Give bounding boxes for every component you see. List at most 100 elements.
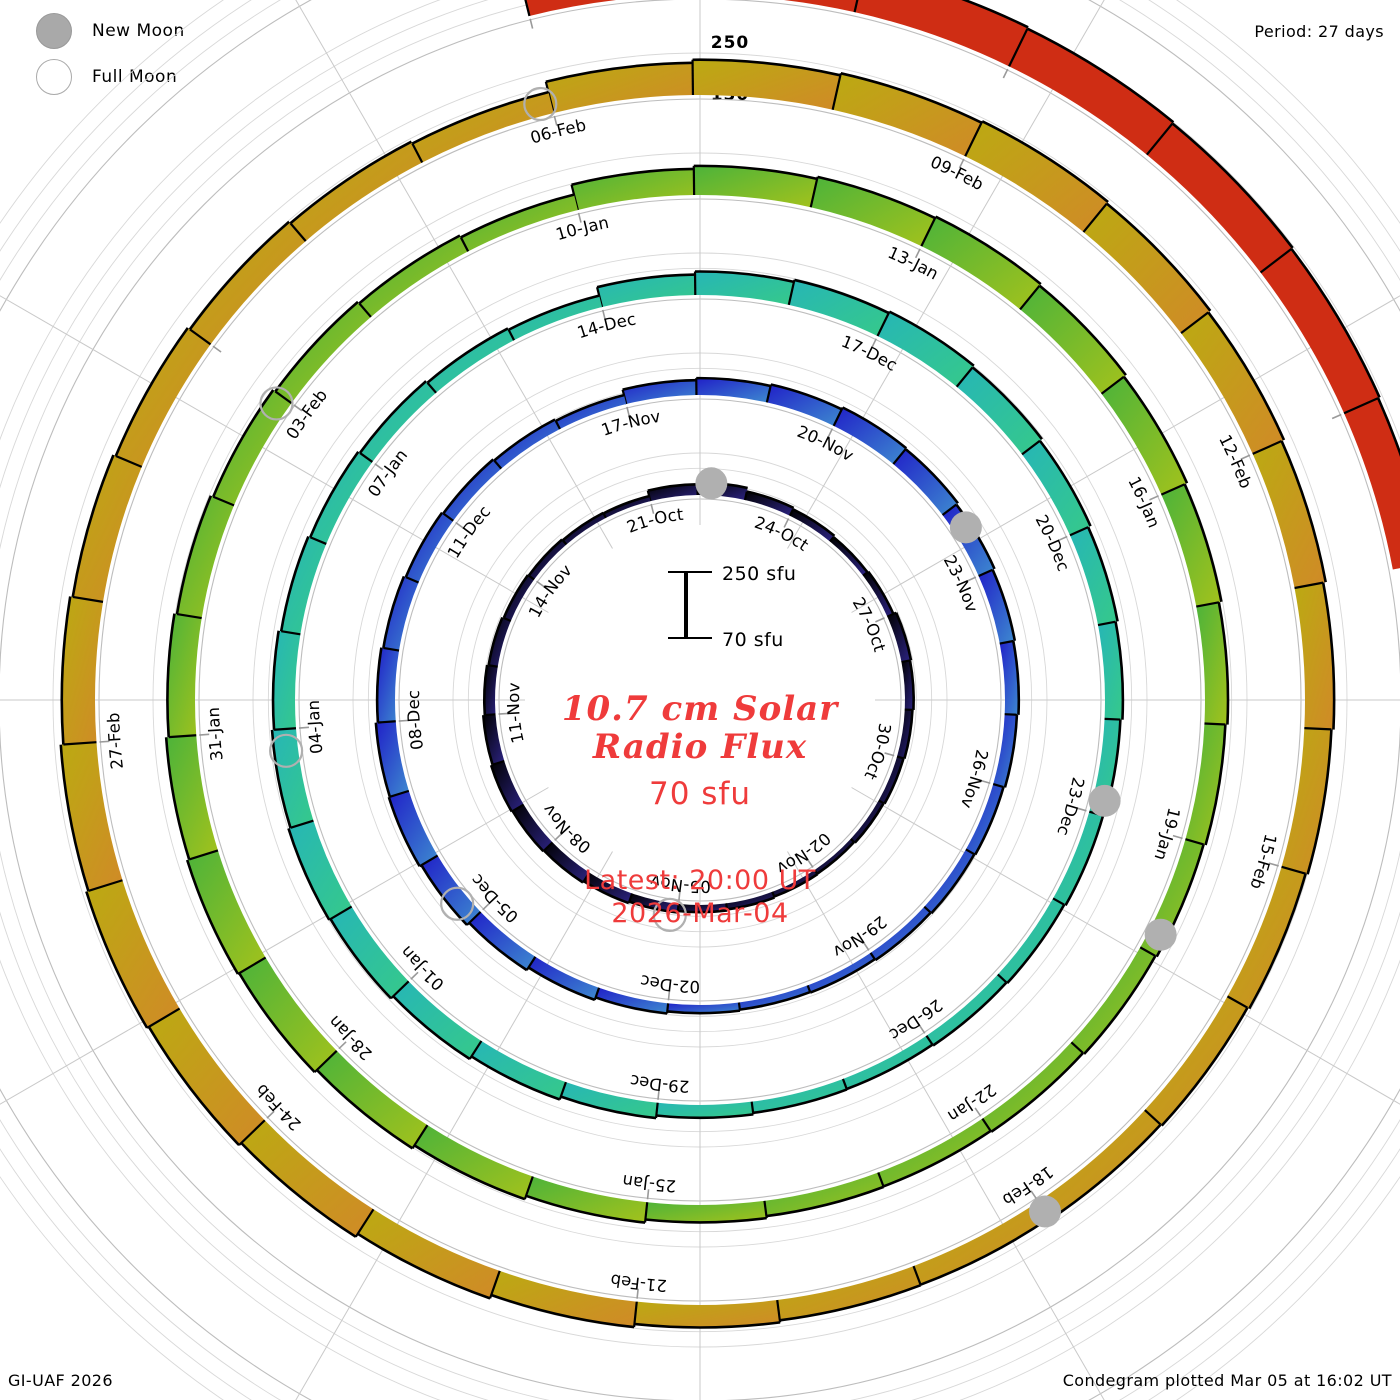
flux-day-segment — [526, 1176, 648, 1223]
flux-day-segment — [484, 665, 498, 716]
flux-day-segment — [316, 1050, 428, 1149]
flux-day-segment — [414, 1125, 533, 1200]
flux-day-segment — [833, 407, 907, 465]
full-moon-marker — [523, 86, 558, 122]
flux-day-segment — [60, 742, 123, 891]
flux-day-segment — [167, 613, 202, 738]
date-label: 02-Dec — [639, 971, 701, 996]
flux-day-segment — [460, 194, 578, 252]
flux-day-segment — [1181, 312, 1284, 454]
flux-day-segment — [1161, 484, 1222, 607]
flux-day-segment — [148, 1008, 265, 1146]
flux-day-segment — [388, 790, 438, 867]
flux-day-segment — [956, 367, 1042, 455]
date-label: 04-Jan — [304, 700, 327, 755]
flux-day-segment — [1227, 866, 1306, 1009]
footer-plot-time: Condegram plotted Mar 05 at 16:02 UT — [1062, 1371, 1392, 1390]
flux-day-segment — [656, 1101, 754, 1118]
flux-day-segment — [777, 1266, 921, 1321]
flux-day-segment — [696, 378, 771, 403]
latest-observation: Latest: 20:00 UT 2026-Mar-04 — [440, 864, 960, 930]
flux-day-segment — [115, 327, 211, 467]
flux-day-segment — [965, 121, 1109, 233]
scale-tick-250: 250 — [710, 33, 750, 53]
chart-title-line2: Radio Flux — [592, 727, 808, 767]
flux-day-segment — [1038, 1110, 1161, 1220]
flux-day-segment — [744, 491, 794, 516]
date-label: 25-Jan — [621, 1171, 677, 1196]
flux-day-segment — [491, 1270, 637, 1328]
flux-day-segment — [854, 0, 1029, 67]
flux-day-segment — [829, 537, 868, 576]
flux-day-segment — [241, 1120, 374, 1237]
flux-day-segment — [788, 279, 889, 336]
flux-day-segment — [629, 893, 679, 913]
flux-day-segment — [562, 512, 606, 545]
flux-day-segment — [393, 981, 482, 1060]
scale-bar: 250 sfu 70 sfu — [668, 563, 796, 651]
flux-day-segment — [545, 62, 693, 113]
date-label: 11-Nov — [504, 682, 528, 745]
legend-label-new-moon: New Moon — [92, 21, 185, 41]
flux-day-segment — [677, 903, 728, 913]
flux-day-segment — [789, 509, 835, 542]
flux-day-segment — [924, 849, 975, 914]
flux-day-segment — [965, 784, 1004, 855]
legend-item-new-moon: New Moon — [22, 8, 322, 54]
flux-day-segment — [273, 630, 301, 730]
flux-day-segment — [878, 1118, 991, 1187]
flux-day-segment — [1098, 621, 1123, 720]
flux-day-segment — [421, 855, 481, 926]
flux-day-segment — [359, 235, 469, 317]
new-moon-marker — [1029, 1195, 1062, 1228]
flux-day-segment — [1053, 811, 1104, 906]
flux-day-segment — [528, 956, 600, 1000]
flux-day-segment — [634, 1300, 781, 1328]
flux-day-segment — [488, 617, 511, 667]
new-moon-marker — [695, 467, 728, 500]
chart-title-line1: 10.7 cm Solar — [561, 689, 839, 729]
flux-day-segment — [999, 640, 1019, 715]
full-moon-marker — [652, 897, 687, 932]
date-label: 15-Feb — [1246, 832, 1280, 892]
flux-day-segment — [491, 761, 524, 812]
flux-day-segment — [427, 328, 515, 393]
flux-day-segment — [695, 271, 794, 305]
flux-day-segment — [1294, 582, 1335, 730]
flux-day-segment — [645, 1200, 767, 1223]
flux-day-segment — [893, 449, 958, 516]
flux-day-segment — [913, 1201, 1050, 1285]
flux-day-segment — [926, 974, 1007, 1046]
flux-day-segment — [783, 0, 858, 13]
flux-day-segment — [1020, 285, 1126, 394]
flux-day-segment — [810, 176, 936, 247]
date-label: 17-Nov — [599, 407, 662, 440]
flux-day-segment — [1252, 441, 1326, 589]
flux-day-segment — [281, 536, 327, 635]
flux-day-segment — [503, 574, 535, 621]
flux-day-segment — [1344, 398, 1400, 570]
flux-day-segment — [471, 1040, 566, 1100]
flux-day-segment — [814, 838, 855, 874]
flux-day-segment — [1144, 996, 1248, 1126]
flux-day-segment — [667, 1002, 740, 1014]
flux-day-segment — [275, 301, 371, 404]
flux-day-segment — [997, 898, 1065, 984]
flux-day-segment — [494, 419, 560, 469]
flux-day-segment — [850, 800, 884, 843]
flux-day-segment — [357, 1209, 500, 1299]
latest-time: Latest: 20:00 UT — [584, 865, 816, 896]
flux-day-segment — [560, 1082, 658, 1119]
flux-day-segment — [832, 73, 982, 157]
date-label: 21-Feb — [609, 1270, 667, 1295]
flux-day-segment — [525, 0, 617, 16]
scale-bar-top-label: 250 sfu — [722, 563, 796, 585]
flux-day-segment — [603, 496, 651, 518]
date-label: 14-Dec — [575, 310, 637, 343]
flux-day-segment — [555, 395, 627, 430]
flux-day-segment — [921, 216, 1041, 310]
legend-item-full-moon: Full Moon — [22, 54, 322, 100]
flux-day-segment — [187, 850, 266, 974]
